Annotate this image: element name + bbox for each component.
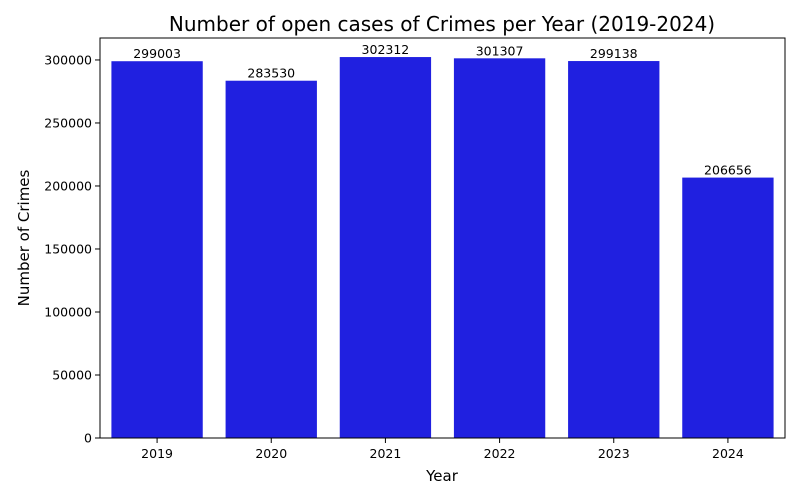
- y-axis-label: Number of Crimes: [15, 169, 33, 306]
- x-tick-label-2019: 2019: [141, 446, 173, 461]
- x-tick-label-2023: 2023: [598, 446, 630, 461]
- data-label-2019: 299003: [133, 46, 181, 61]
- bar-2021: [339, 57, 432, 439]
- bar-2022: [453, 58, 546, 439]
- bar-2024: [682, 177, 774, 439]
- data-label-2021: 302312: [362, 42, 410, 57]
- plot-frame: [99, 37, 786, 439]
- x-tick-label-2021: 2021: [370, 446, 402, 461]
- plot-area: 299003 2019 283530 2020 302312 2021 301307 2022…: [44, 37, 786, 461]
- y-tick-label-200000: 200000: [44, 178, 92, 193]
- x-tick-label-2024: 2024: [712, 446, 744, 461]
- data-label-2022: 301307: [476, 43, 524, 58]
- x-axis-label: Year: [425, 467, 459, 485]
- x-tick-label-2022: 2022: [484, 446, 516, 461]
- y-tick-label-150000: 150000: [44, 241, 92, 256]
- x-tick-label-2020: 2020: [255, 446, 287, 461]
- data-label-2024: 206656: [704, 163, 752, 178]
- y-tick-label-100000: 100000: [44, 304, 92, 319]
- bar-2019: [111, 61, 203, 438]
- y-tick-label-300000: 300000: [44, 52, 92, 67]
- bar-2020: [225, 80, 317, 439]
- chart-title: Number of open cases of Crimes per Year …: [169, 12, 715, 36]
- data-label-2023: 299138: [590, 46, 638, 61]
- y-tick-label-50000: 50000: [52, 367, 92, 382]
- y-tick-label-0: 0: [84, 431, 92, 446]
- bar-2023: [568, 61, 660, 439]
- data-label-2020: 283530: [247, 66, 295, 81]
- y-tick-label-250000: 250000: [44, 115, 92, 130]
